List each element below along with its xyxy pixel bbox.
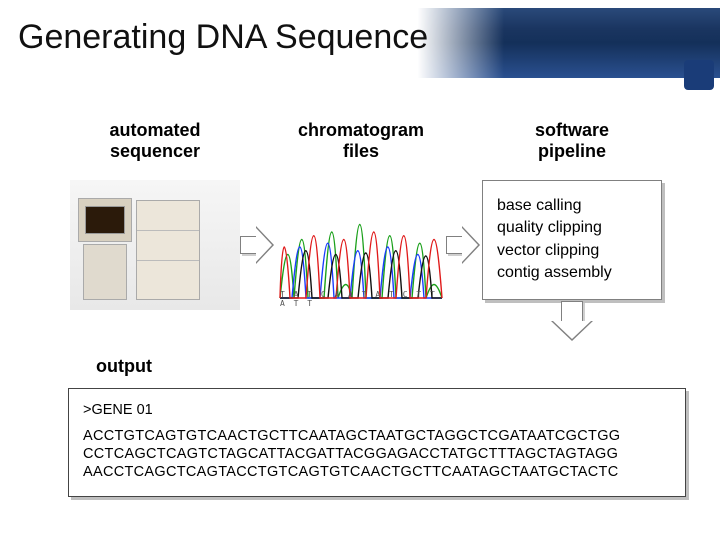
pipeline-step: quality clipping <box>497 217 647 239</box>
chromatogram-label: chromatogramfiles <box>298 120 424 164</box>
pipeline-step: vector clipping <box>497 240 647 262</box>
output-label: output <box>96 356 152 377</box>
arrow-right-icon <box>240 222 276 268</box>
corner-badge <box>684 60 714 90</box>
monitor-icon <box>78 198 132 242</box>
fasta-seq-line: AACCTCAGCTCAGTACCTGTCAGTGTCAACTGCTTCAATA… <box>83 463 671 481</box>
col-chromatogram: chromatogramfiles T A T C A A T A T C T … <box>276 120 446 310</box>
sequencer-panel <box>70 180 240 310</box>
sequencer-tower-icon <box>136 200 200 300</box>
sequencer-illustration <box>70 180 240 310</box>
page-title: Generating DNA Sequence <box>18 18 428 57</box>
arrow-1 <box>240 180 276 310</box>
fasta-seq-line: ACCTGTCAGTGTCAACTGCTTCAATAGCTAATGCTAGGCT… <box>83 427 671 445</box>
col-pipeline: softwarepipeline base calling quality cl… <box>482 120 662 300</box>
arrow-2 <box>446 180 482 310</box>
flow-row: automatedsequencer chromatogramfiles <box>70 120 690 310</box>
col-sequencer: automatedsequencer <box>70 120 240 310</box>
arrow-right-icon <box>446 222 482 268</box>
fasta-header: >GENE 01 <box>83 401 671 419</box>
base-row: T A T C A A T A T C T T A T T <box>280 290 442 308</box>
pipeline-label: softwarepipeline <box>535 120 609 164</box>
sequencer-label: automatedsequencer <box>109 120 200 164</box>
pipeline-step: base calling <box>497 195 647 217</box>
pipeline-step: contig assembly <box>497 262 647 284</box>
fasta-seq-line: CCTCAGCTCAGTCTAGCATTACGATTACGGAGACCTATGC… <box>83 445 671 463</box>
chromatogram-panel: T A T C A A T A T C T T A T T <box>276 180 446 310</box>
output-box: >GENE 01 ACCTGTCAGTGTCAACTGCTTCAATAGCTAA… <box>68 388 686 497</box>
pipeline-panel: base calling quality clipping vector cli… <box>482 180 662 300</box>
arrow-down-icon <box>549 301 595 343</box>
